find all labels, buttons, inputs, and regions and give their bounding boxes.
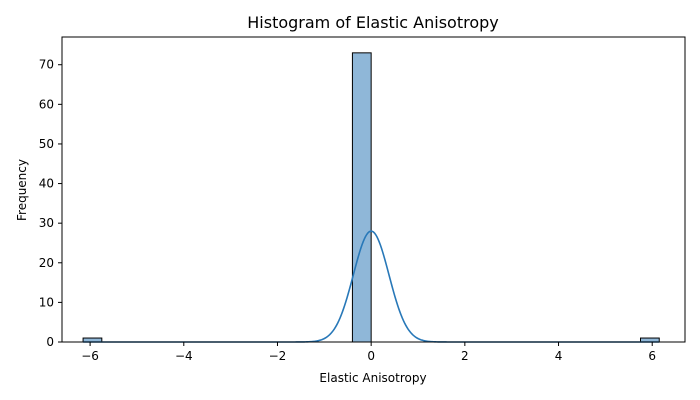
y-tick-label-7: 70	[39, 58, 54, 72]
histogram-bar-1	[351, 52, 372, 343]
y-tick-label-1: 10	[39, 295, 54, 309]
y-tick-label-4: 40	[39, 177, 54, 191]
x-tick-label-2: −2	[269, 349, 287, 363]
y-axis-label: Frequency	[15, 159, 29, 221]
x-tick-label-4: 2	[461, 349, 469, 363]
y-tick-label-5: 50	[39, 137, 54, 151]
x-tick-label-3: 0	[367, 349, 375, 363]
y-tick-label-6: 60	[39, 97, 54, 111]
y-tick-label-2: 20	[39, 256, 54, 270]
axes-layer	[61, 36, 686, 343]
bars-layer	[82, 52, 660, 343]
chart-title: Histogram of Elastic Anisotropy	[247, 13, 498, 32]
x-axis-label: Elastic Anisotropy	[319, 371, 426, 385]
x-tick-label-6: 6	[648, 349, 656, 363]
x-tick-label-5: 4	[555, 349, 563, 363]
y-tick-label-0: 0	[46, 335, 54, 349]
x-tick-label-1: −4	[175, 349, 193, 363]
axes-frame	[61, 36, 686, 343]
y-tick-label-3: 30	[39, 216, 54, 230]
x-tick-label-0: −6	[81, 349, 99, 363]
